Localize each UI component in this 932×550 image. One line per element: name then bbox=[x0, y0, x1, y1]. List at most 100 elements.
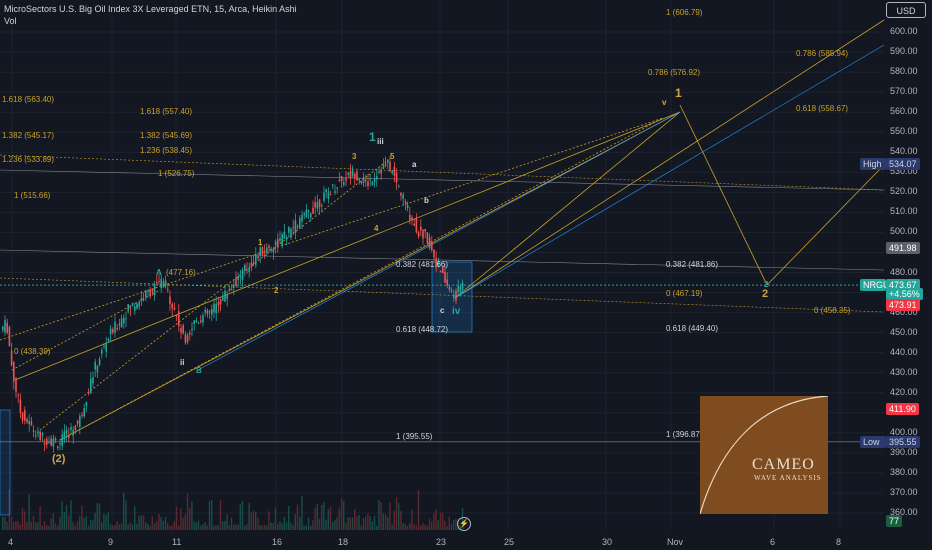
volume-bar bbox=[354, 509, 356, 530]
candle-body bbox=[420, 226, 422, 231]
candle-body bbox=[52, 438, 55, 447]
candle-body bbox=[303, 213, 305, 216]
candle-body bbox=[65, 429, 68, 434]
trend-line bbox=[11, 289, 161, 371]
price-tick: 400.00 bbox=[890, 426, 918, 437]
volume-bar bbox=[186, 493, 189, 530]
candle-body bbox=[459, 286, 462, 292]
volume-bar bbox=[195, 522, 197, 530]
wave-label-minor: 4 bbox=[374, 224, 379, 233]
fib-level-label: 0.382 (481.66) bbox=[396, 260, 449, 269]
volume-bar bbox=[448, 516, 450, 530]
candle-body bbox=[167, 289, 169, 291]
volume-bar bbox=[101, 522, 103, 530]
candle-body bbox=[261, 247, 264, 256]
candle-body bbox=[37, 431, 39, 434]
candle-body bbox=[290, 228, 292, 238]
volume-bar bbox=[118, 524, 120, 530]
volume-bar bbox=[439, 512, 442, 530]
candle-body bbox=[272, 248, 275, 253]
logo-curve bbox=[700, 396, 828, 514]
volume-bar bbox=[30, 521, 32, 530]
fib-level-label: 0 (458.35) bbox=[814, 306, 851, 315]
candle-body bbox=[307, 210, 310, 212]
candle-body bbox=[327, 191, 330, 199]
candle-body bbox=[336, 187, 338, 189]
volume-bar bbox=[316, 503, 318, 530]
wave-box bbox=[431, 261, 473, 333]
volume-bar bbox=[81, 505, 83, 530]
candle-body bbox=[92, 377, 94, 384]
volume-bar bbox=[382, 513, 384, 530]
price-tick: 370.00 bbox=[890, 486, 918, 497]
volume-bar bbox=[393, 511, 395, 530]
fib-level-label: 1 (515.66) bbox=[14, 191, 51, 200]
candle-body bbox=[191, 328, 193, 331]
candle-body bbox=[68, 435, 70, 438]
candle-body bbox=[98, 359, 101, 365]
volume-bar bbox=[61, 501, 63, 530]
currency-button[interactable]: USD bbox=[886, 2, 926, 18]
volume-bar bbox=[213, 525, 215, 530]
trend-line bbox=[454, 19, 885, 299]
volume-bar bbox=[85, 515, 87, 530]
volume-bar bbox=[204, 522, 206, 530]
volume-bar bbox=[327, 509, 329, 530]
volume-bar bbox=[406, 525, 409, 530]
volume-bar bbox=[46, 525, 48, 530]
symbol-title[interactable]: MicroSectors U.S. Big Oil Index 3X Lever… bbox=[4, 4, 297, 14]
candle-body bbox=[173, 307, 176, 310]
candle-body bbox=[6, 322, 8, 333]
candle-body bbox=[206, 310, 209, 314]
candle-body bbox=[85, 402, 88, 406]
volume-bar bbox=[26, 522, 28, 530]
candle-body bbox=[431, 241, 433, 251]
volume-bar bbox=[96, 503, 98, 530]
candle-body bbox=[28, 421, 30, 425]
candle-body bbox=[8, 326, 11, 347]
candle-body bbox=[413, 223, 415, 226]
volume-bar bbox=[120, 523, 123, 530]
volume-bar bbox=[189, 507, 191, 530]
volume-bar bbox=[398, 503, 400, 530]
volume-bar bbox=[83, 517, 85, 530]
price-tag-label: High bbox=[860, 158, 886, 171]
candle-body bbox=[13, 362, 15, 382]
candle-body bbox=[294, 220, 297, 233]
candle-body bbox=[461, 282, 464, 290]
volume-bar bbox=[305, 525, 307, 530]
volume-bar bbox=[68, 515, 70, 530]
candle-body bbox=[120, 318, 123, 328]
volume-bar bbox=[334, 520, 336, 530]
candle-body bbox=[101, 349, 103, 354]
candle-body bbox=[277, 239, 279, 248]
volume-bar bbox=[453, 519, 455, 530]
fib-level-label: 1.382 (545.69) bbox=[140, 131, 193, 140]
candle-body bbox=[426, 232, 429, 244]
volume-bar bbox=[87, 525, 90, 530]
candle-body bbox=[153, 284, 156, 296]
volume-bar bbox=[400, 511, 402, 530]
volume-bar bbox=[307, 517, 310, 530]
candle-body bbox=[164, 280, 167, 287]
volume-bar bbox=[151, 516, 153, 530]
candle-body bbox=[112, 329, 114, 333]
volume-bar bbox=[347, 517, 349, 530]
candle-body bbox=[338, 179, 341, 182]
volume-bar bbox=[140, 515, 142, 530]
fib-level-label: 1 (606.79) bbox=[666, 8, 703, 17]
time-tick: 9 bbox=[108, 537, 114, 547]
volume-bar bbox=[349, 517, 351, 530]
volume-bar bbox=[123, 492, 125, 530]
candle-body bbox=[325, 189, 327, 192]
candle-body bbox=[39, 431, 41, 441]
volume-bar bbox=[446, 525, 448, 530]
candle-body bbox=[367, 181, 369, 187]
candle-body bbox=[455, 291, 457, 301]
wave-label-primary: ii bbox=[180, 358, 185, 367]
lightning-icon[interactable]: ⚡ bbox=[457, 517, 471, 531]
time-tick: 30 bbox=[602, 537, 613, 547]
volume-bar bbox=[266, 525, 268, 530]
volume-bar bbox=[65, 504, 68, 530]
